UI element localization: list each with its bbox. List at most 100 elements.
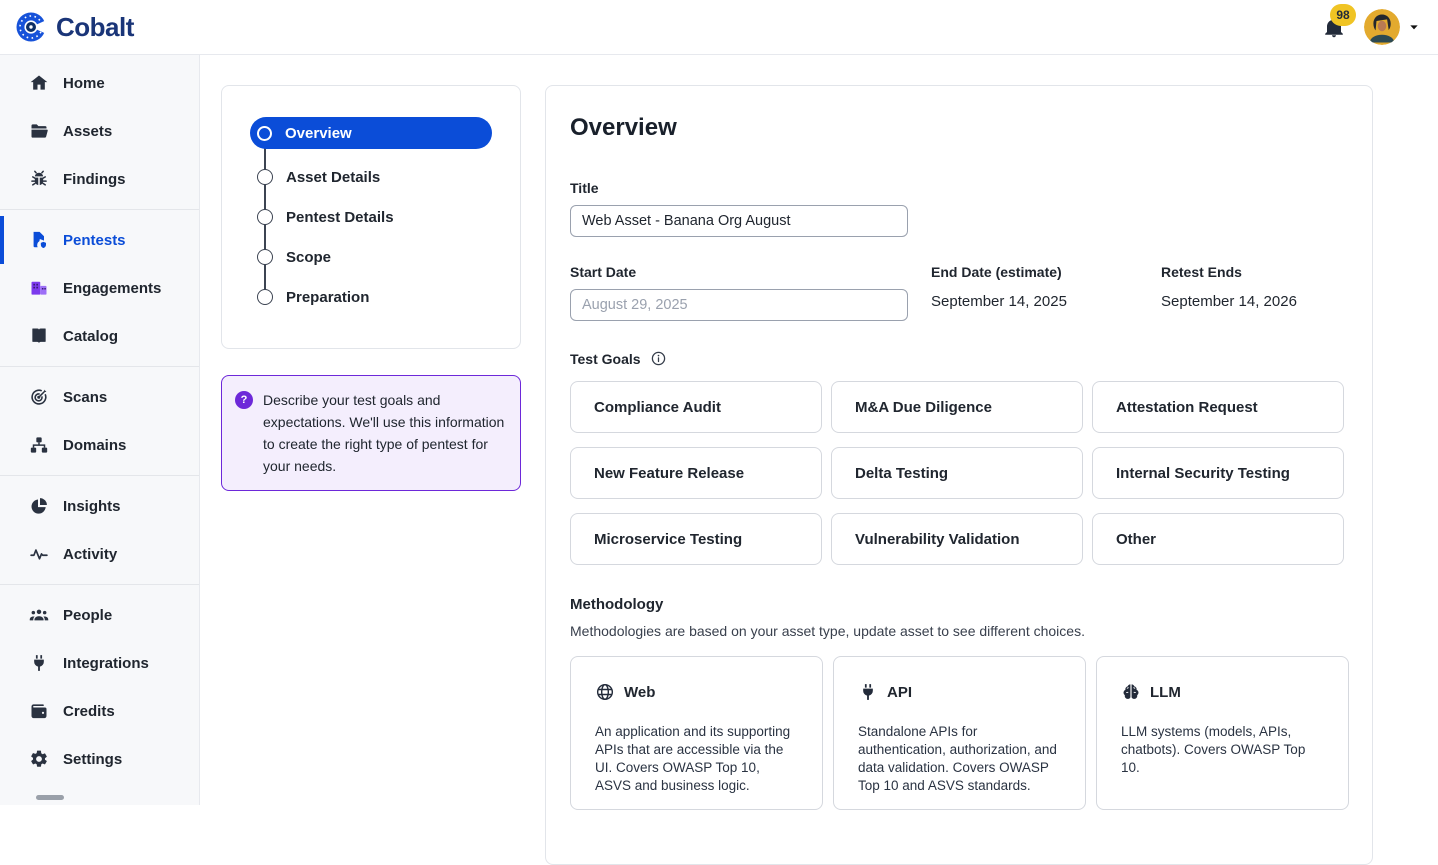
goal-button-attestation-request[interactable]: Attestation Request: [1092, 381, 1344, 433]
sidebar-section: Home Assets Findings: [0, 55, 199, 209]
step-circle-icon: [257, 249, 273, 265]
title-label: Title: [570, 180, 599, 196]
brand-name: Cobalt: [56, 11, 134, 42]
folder-icon: [29, 121, 49, 141]
end-date-label: End Date (estimate): [931, 264, 1062, 280]
notifications-button[interactable]: 98: [1322, 4, 1356, 39]
step-label: Overview: [285, 124, 352, 142]
sidebar-item-label: Domains: [63, 436, 127, 454]
goal-button-internal-security-testing[interactable]: Internal Security Testing: [1092, 447, 1344, 499]
step-label: Preparation: [286, 288, 370, 306]
methodology-grid: Web An application and its supporting API…: [570, 656, 1349, 810]
goal-button-m-a-due-diligence[interactable]: M&A Due Diligence: [831, 381, 1083, 433]
user-menu-button[interactable]: [1364, 9, 1422, 45]
wallet-icon: [29, 701, 49, 721]
step-pentest-details[interactable]: Pentest Details: [250, 197, 492, 237]
sidebar-item-catalog[interactable]: Catalog: [0, 312, 199, 360]
methodology-description: An application and its supporting APIs t…: [595, 724, 791, 793]
avatar: [1364, 9, 1400, 45]
methodology-description: LLM systems (models, APIs, chatbots). Co…: [1121, 724, 1306, 775]
retest-group: Retest Ends September 14, 2026: [1161, 264, 1297, 321]
sidebar-resize-handle[interactable]: [36, 795, 64, 800]
methodology-name: LLM: [1150, 683, 1181, 701]
building-icon: [29, 278, 49, 298]
sidebar-item-people[interactable]: People: [0, 591, 199, 639]
retest-value: September 14, 2026: [1161, 293, 1297, 310]
methodology-card-web[interactable]: Web An application and its supporting API…: [570, 656, 823, 810]
sidebar-item-label: Findings: [63, 170, 126, 188]
dates-row: Start Date End Date (estimate) September…: [570, 264, 1348, 321]
methodology-card-header: API: [858, 682, 1061, 702]
sidebar-item-activity[interactable]: Activity: [0, 530, 199, 578]
pie-icon: [29, 496, 49, 516]
plug-icon: [29, 653, 49, 673]
sidebar-item-label: Assets: [63, 122, 113, 140]
sidebar-item-pentests[interactable]: Pentests: [0, 216, 199, 264]
pentest-icon: [29, 230, 49, 250]
sidebar-item-domains[interactable]: Domains: [0, 421, 199, 469]
sidebar-item-label: Insights: [63, 497, 121, 515]
goal-button-vulnerability-validation[interactable]: Vulnerability Validation: [831, 513, 1083, 565]
sidebar-item-label: Settings: [63, 750, 123, 768]
target-icon: [29, 387, 49, 407]
sidebar-item-scans[interactable]: Scans: [0, 373, 199, 421]
tip-text: Describe your test goals and expectation…: [263, 392, 505, 474]
methodology-card-api[interactable]: API Standalone APIs for authentication, a…: [833, 656, 1086, 810]
people-icon: [29, 605, 49, 625]
methodology-card-llm[interactable]: LLM LLM systems (models, APIs, chatbots).…: [1096, 656, 1349, 810]
step-label: Pentest Details: [286, 208, 394, 226]
sidebar-item-settings[interactable]: Settings: [0, 735, 199, 783]
end-date-value: September 14, 2025: [931, 293, 1067, 310]
gear-icon: [29, 749, 49, 769]
top-header: Cobalt 98: [0, 0, 1438, 55]
step-circle-icon: [257, 169, 273, 185]
question-icon: ?: [235, 391, 253, 409]
sidebar-section: Pentests Engagements Catalog: [0, 209, 199, 366]
step-overview[interactable]: Overview: [250, 117, 492, 149]
goal-button-other[interactable]: Other: [1092, 513, 1344, 565]
sidebar-item-credits[interactable]: Credits: [0, 687, 199, 735]
sidebar-section: Scans Domains: [0, 366, 199, 475]
sidebar-item-label: Pentests: [63, 231, 126, 249]
sidebar-section: Insights Activity: [0, 475, 199, 584]
goal-button-microservice-testing[interactable]: Microservice Testing: [570, 513, 822, 565]
methodology-name: Web: [624, 683, 656, 701]
sidebar-item-label: Credits: [63, 702, 115, 720]
step-preparation[interactable]: Preparation: [250, 277, 492, 317]
step-asset-details[interactable]: Asset Details: [250, 157, 492, 197]
sidebar-item-insights[interactable]: Insights: [0, 482, 199, 530]
sidebar-item-home[interactable]: Home: [0, 59, 199, 107]
pulse-icon: [29, 544, 49, 564]
sidebar-section: People Integrations Credits Settings: [0, 584, 199, 789]
header-actions: 98: [1322, 4, 1422, 45]
step-circle-icon: [257, 209, 273, 225]
goal-button-delta-testing[interactable]: Delta Testing: [831, 447, 1083, 499]
wizard-left-column: Overview Asset Details Pentest Details Scop…: [221, 85, 521, 491]
sidebar-item-assets[interactable]: Assets: [0, 107, 199, 155]
goal-button-new-feature-release[interactable]: New Feature Release: [570, 447, 822, 499]
test-goals-header: Test Goals: [570, 350, 1348, 367]
methodology-description: Standalone APIs for authentication, auth…: [858, 724, 1057, 793]
chevron-down-icon: [1406, 19, 1422, 35]
test-goals-label: Test Goals: [570, 350, 641, 367]
page-title: Overview: [570, 114, 677, 141]
wizard-steps: Overview Asset Details Pentest Details Scop…: [250, 117, 492, 317]
retest-label: Retest Ends: [1161, 264, 1242, 280]
test-goals-grid: Compliance Audit M&A Due Diligence Attesta…: [570, 381, 1348, 565]
title-input[interactable]: [570, 205, 908, 237]
brain-icon: [1121, 682, 1141, 702]
step-scope[interactable]: Scope: [250, 237, 492, 277]
goal-button-compliance-audit[interactable]: Compliance Audit: [570, 381, 822, 433]
sidebar-item-integrations[interactable]: Integrations: [0, 639, 199, 687]
start-date-input[interactable]: [570, 289, 908, 321]
methodology-label: Methodology: [570, 596, 664, 613]
tip-box: ? Describe your test goals and expectati…: [221, 375, 521, 491]
sidebar-item-findings[interactable]: Findings: [0, 155, 199, 203]
cobalt-logo[interactable]: Cobalt: [14, 9, 134, 45]
overview-form-card: Overview Title Start Date End Date (esti…: [545, 85, 1373, 865]
sidebar-item-label: Scans: [63, 388, 108, 406]
info-icon[interactable]: [650, 350, 667, 367]
sidebar-item-label: Home: [63, 74, 105, 92]
step-circle-icon: [257, 289, 273, 305]
sidebar-item-engagements[interactable]: Engagements: [0, 264, 199, 312]
